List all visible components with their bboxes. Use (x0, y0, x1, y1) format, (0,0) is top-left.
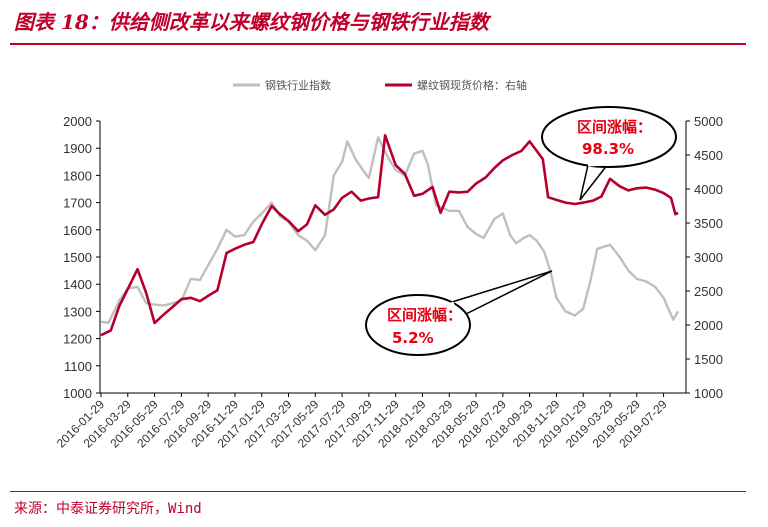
title-rule (10, 43, 746, 45)
y-left-tick-label: 1600 (63, 223, 92, 238)
line-chart: 钢铁行业指数 螺纹钢现货价格：右轴 1000 1100 1200 1300 1400 15… (54, 78, 723, 451)
legend-label-rebar: 螺纹钢现货价格：右轴 (417, 78, 527, 92)
y-right-tick-label: 1000 (694, 386, 723, 401)
y-right-tick-label: 4000 (694, 182, 723, 197)
legend-label-index: 钢铁行业指数 (265, 78, 331, 92)
y-left-tick-label: 1400 (63, 277, 92, 292)
y-left-tick-label: 1300 (63, 304, 92, 319)
y-left-tick-label: 1000 (63, 386, 92, 401)
y-right-tick-label: 3000 (694, 250, 723, 265)
annotations: 区间涨幅： 98.3% 区间涨幅： 5.2% (365, 106, 677, 356)
y-right-tick-label: 1500 (694, 352, 723, 367)
series-line-steel-index (100, 136, 680, 324)
source-note: 来源：中泰证券研究所，Wind (14, 501, 202, 517)
y-left-tick-label: 1500 (63, 250, 92, 265)
callout-label-rebar: 区间涨幅： (577, 118, 652, 136)
y-right-tick-label: 5000 (694, 114, 723, 129)
callout-label-index: 区间涨幅： (387, 306, 462, 324)
callout-pointer-rebar (579, 163, 609, 201)
callout-bubble-rebar (541, 106, 677, 168)
footer-rule (10, 491, 746, 492)
y-right-tick-label: 2500 (694, 284, 723, 299)
y-right-tick-label: 4500 (694, 148, 723, 163)
legend: 钢铁行业指数 螺纹钢现货价格：右轴 (233, 78, 527, 92)
callout-value-rebar: 98.3% (582, 140, 634, 158)
y-left-tick-label: 2000 (63, 114, 92, 129)
y-left-tick-label: 1800 (63, 168, 92, 183)
y-right-tick-label: 3500 (694, 216, 723, 231)
series-line-rebar-price (100, 134, 679, 337)
y-left-tick-label: 1900 (63, 141, 92, 156)
callout-pointer-index (451, 270, 553, 319)
chart-series (100, 134, 680, 337)
y-left-tick-label: 1700 (63, 196, 92, 211)
callout-value-index: 5.2% (392, 329, 434, 347)
callout-bubble-index (365, 294, 471, 356)
chart-title: 图表 18：供给侧改革以来螺纹钢价格与钢铁行业指数 (14, 10, 489, 34)
y-right-tick-label: 2000 (694, 318, 723, 333)
y-left-tick-label: 1200 (63, 332, 92, 347)
y-left-tick-label: 1100 (64, 359, 92, 374)
